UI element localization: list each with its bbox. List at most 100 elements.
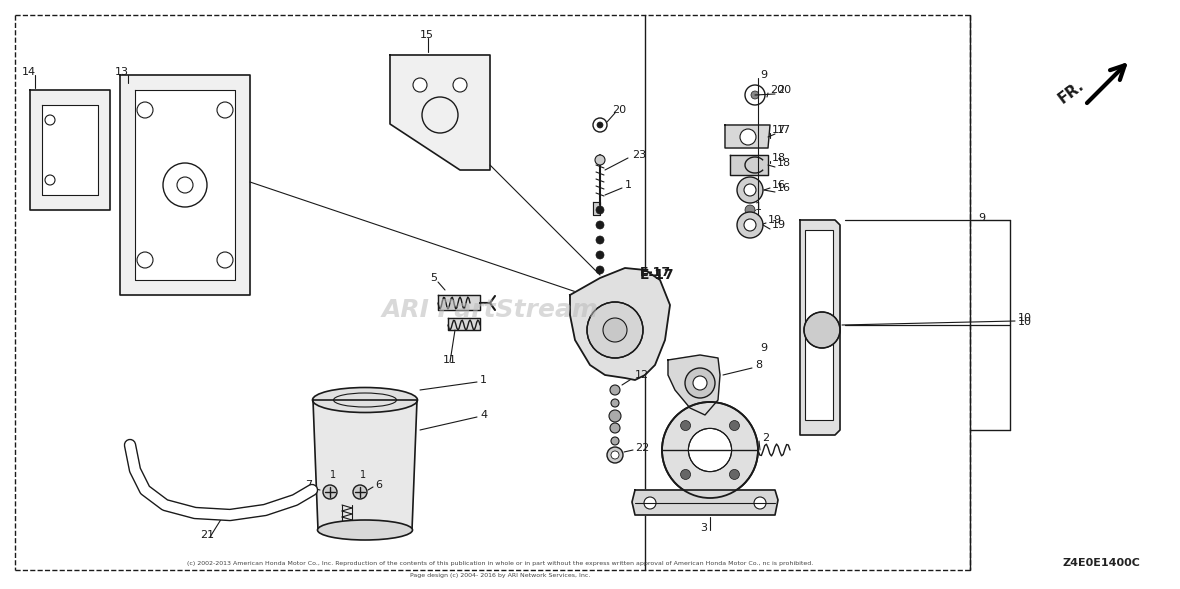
Circle shape xyxy=(693,376,707,390)
Text: E-17: E-17 xyxy=(640,268,675,282)
Circle shape xyxy=(681,469,690,479)
Bar xyxy=(805,230,833,420)
Text: 9: 9 xyxy=(760,70,767,80)
Circle shape xyxy=(745,184,756,196)
Circle shape xyxy=(596,266,604,274)
Circle shape xyxy=(740,129,756,145)
Ellipse shape xyxy=(313,388,418,412)
Polygon shape xyxy=(725,125,771,148)
Text: 9: 9 xyxy=(978,213,985,223)
Text: 18: 18 xyxy=(776,158,791,168)
Text: 7: 7 xyxy=(304,480,313,490)
Circle shape xyxy=(596,221,604,229)
Text: 12: 12 xyxy=(635,370,649,380)
Polygon shape xyxy=(42,105,98,195)
Text: 4: 4 xyxy=(480,410,487,420)
Circle shape xyxy=(745,219,756,231)
Circle shape xyxy=(804,312,840,348)
Circle shape xyxy=(217,252,232,268)
Circle shape xyxy=(686,368,715,398)
Text: 10: 10 xyxy=(1018,317,1032,327)
Circle shape xyxy=(738,212,763,238)
Circle shape xyxy=(611,437,620,445)
Circle shape xyxy=(596,251,604,259)
Text: 16: 16 xyxy=(776,183,791,193)
Circle shape xyxy=(45,175,55,185)
Polygon shape xyxy=(438,295,480,310)
Polygon shape xyxy=(730,155,768,175)
Text: 22: 22 xyxy=(635,443,649,453)
Circle shape xyxy=(738,177,763,203)
Circle shape xyxy=(596,206,604,214)
Polygon shape xyxy=(30,90,110,210)
Circle shape xyxy=(603,318,627,342)
Text: 5: 5 xyxy=(430,273,437,283)
Circle shape xyxy=(137,102,153,118)
Circle shape xyxy=(754,497,766,509)
Polygon shape xyxy=(668,355,720,415)
Polygon shape xyxy=(570,268,670,380)
Text: 1: 1 xyxy=(360,470,366,480)
Circle shape xyxy=(681,421,690,431)
Circle shape xyxy=(323,485,337,499)
Circle shape xyxy=(217,102,232,118)
Polygon shape xyxy=(448,318,480,330)
Text: 19: 19 xyxy=(768,215,782,225)
Polygon shape xyxy=(800,220,840,435)
Circle shape xyxy=(597,122,603,128)
Ellipse shape xyxy=(317,520,413,540)
Polygon shape xyxy=(120,75,250,295)
Circle shape xyxy=(610,385,620,395)
Text: 21: 21 xyxy=(199,530,214,540)
Circle shape xyxy=(745,205,755,215)
Circle shape xyxy=(750,91,759,99)
Text: FR.: FR. xyxy=(1055,77,1087,106)
Circle shape xyxy=(413,78,427,92)
Text: 20: 20 xyxy=(771,85,785,95)
Circle shape xyxy=(688,428,732,472)
Circle shape xyxy=(137,252,153,268)
Text: 23: 23 xyxy=(632,150,647,160)
Text: 20: 20 xyxy=(612,105,627,115)
Text: 3: 3 xyxy=(700,523,707,533)
Text: 9: 9 xyxy=(760,343,767,353)
Text: 11: 11 xyxy=(442,355,457,365)
Text: 10: 10 xyxy=(1018,313,1032,323)
Text: 14: 14 xyxy=(22,67,37,77)
Text: 2: 2 xyxy=(762,433,769,443)
Circle shape xyxy=(596,236,604,244)
Circle shape xyxy=(644,497,656,509)
Text: 19: 19 xyxy=(772,220,786,230)
Circle shape xyxy=(729,421,740,431)
Text: 15: 15 xyxy=(420,30,434,40)
Text: ARI PartStream: ARI PartStream xyxy=(381,298,598,322)
Circle shape xyxy=(45,115,55,125)
Text: 1: 1 xyxy=(330,470,336,480)
Text: 16: 16 xyxy=(772,180,786,190)
Text: Z4E0E1400C: Z4E0E1400C xyxy=(1062,558,1140,568)
Polygon shape xyxy=(135,90,235,280)
Text: Page design (c) 2004- 2016 by ARI Network Services, Inc.: Page design (c) 2004- 2016 by ARI Networ… xyxy=(409,574,590,578)
Text: (c) 2002-2013 American Honda Motor Co., Inc. Reproduction of the contents of thi: (c) 2002-2013 American Honda Motor Co., … xyxy=(186,561,813,565)
Polygon shape xyxy=(313,400,417,530)
Circle shape xyxy=(729,469,740,479)
Text: 18: 18 xyxy=(772,153,786,163)
Polygon shape xyxy=(391,55,490,170)
Circle shape xyxy=(586,302,643,358)
Circle shape xyxy=(611,451,620,459)
Text: 1: 1 xyxy=(755,202,762,212)
Text: E-17: E-17 xyxy=(640,266,671,279)
Text: 1: 1 xyxy=(480,375,487,385)
Polygon shape xyxy=(632,490,778,515)
Circle shape xyxy=(453,78,467,92)
Text: 13: 13 xyxy=(114,67,129,77)
Text: 20: 20 xyxy=(776,85,791,95)
Circle shape xyxy=(353,485,367,499)
Text: 8: 8 xyxy=(755,360,762,370)
Text: 6: 6 xyxy=(375,480,382,490)
Circle shape xyxy=(611,399,620,407)
Polygon shape xyxy=(594,202,599,215)
Circle shape xyxy=(609,410,621,422)
Text: 1: 1 xyxy=(625,180,632,190)
Text: 17: 17 xyxy=(772,125,786,135)
